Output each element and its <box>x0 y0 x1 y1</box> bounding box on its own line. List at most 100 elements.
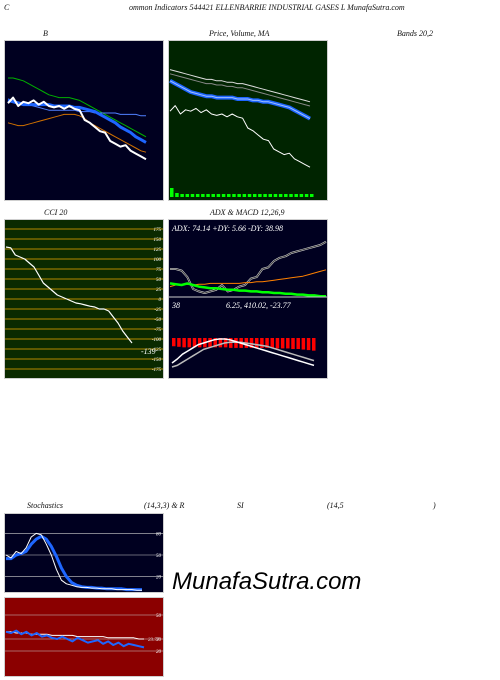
volume-bar <box>242 194 247 197</box>
cci-chart: 175 150 125 100 75 50 25 0 -25 -50 -75 -100 -125 -150… <box>4 219 164 379</box>
rsi-params-label: (14,5 <box>327 501 344 510</box>
macd-histogram-bar <box>270 338 275 348</box>
cci-tick-label: 0 <box>159 298 162 303</box>
bollinger-lower-band <box>7 113 147 153</box>
cci-tick-label: 175 <box>154 228 162 233</box>
bollinger-chart <box>4 40 164 201</box>
rsi-tick-label: 30 <box>156 638 162 643</box>
adx-macd-chart: ADX: 74.14 +DY: 5.66 -DY: 38.98 38 6.25, 4… <box>168 219 328 379</box>
macd-histogram-bar <box>265 338 269 348</box>
volume-bar <box>247 194 252 197</box>
macd-histogram-bar <box>312 338 316 351</box>
macd-histogram-bar <box>218 338 223 348</box>
price-ma-upper-line <box>169 69 311 103</box>
rsi-chart: 50 30 20 23.77 <box>4 597 164 677</box>
macd-histogram-bar <box>280 338 285 349</box>
volume-bar <box>268 194 273 197</box>
price-ma-mid-line <box>169 73 311 107</box>
macd-histogram-bar <box>296 338 300 349</box>
volume-bar <box>289 194 293 197</box>
stochastics-label: Stochastics <box>27 501 63 510</box>
macd-line <box>171 338 315 367</box>
macd-histogram-bar <box>301 338 306 350</box>
price-plot-area <box>168 40 328 201</box>
cci-tick-label: -75 <box>154 328 161 333</box>
cci-tick-label: -125 <box>152 348 162 353</box>
cci-last-value: -139 <box>141 347 156 356</box>
volume-bar <box>170 188 174 197</box>
macd-histogram-bar <box>213 338 217 348</box>
volume-bar <box>252 194 257 197</box>
cci-tick-label: -100 <box>152 338 162 343</box>
volume-bar <box>258 194 262 197</box>
macd-histogram-bar <box>291 338 295 349</box>
volume-bar <box>201 194 205 197</box>
volume-bar <box>310 194 314 197</box>
volume-bar <box>263 194 267 197</box>
macd-histogram-bar <box>182 338 186 348</box>
macd-histogram-bar <box>306 338 311 351</box>
volume-bar <box>195 194 200 197</box>
volume-bar <box>180 194 184 197</box>
stochastics-plot-area <box>4 513 164 593</box>
cci-tick-label: -50 <box>154 318 161 323</box>
stochastics-k-line <box>5 532 142 591</box>
cci-tick-label: -150 <box>152 358 162 363</box>
cci-tick-label: -175 <box>152 368 162 373</box>
volume-bar <box>227 194 231 197</box>
macd-histogram-bar <box>260 338 264 348</box>
bands-label: Bands 20,2 <box>397 29 433 38</box>
macd-histogram-bar <box>177 338 181 347</box>
cci-label: CCI 20 <box>44 208 68 217</box>
macd-histogram-bar <box>187 338 192 348</box>
plus-dy-line <box>169 282 326 298</box>
volume-bar <box>175 193 179 197</box>
macd-histogram-bar <box>249 338 254 348</box>
volume-bar <box>278 194 283 197</box>
adx-macd-label: ADX & MACD 12,26,9 <box>210 208 285 217</box>
macd-histogram-bar <box>286 338 290 349</box>
volume-bar <box>190 194 195 197</box>
volume-bar <box>273 194 278 197</box>
rsi-tick-label: 50 <box>156 614 162 619</box>
adx-values-text: ADX: 74.14 +DY: 5.66 -DY: 38.98 <box>171 224 283 233</box>
cci-tick-label: -25 <box>154 308 161 313</box>
macd-histogram-bar <box>254 338 259 348</box>
macd-histogram-bar <box>172 338 176 347</box>
price-ma-highlight <box>169 80 311 120</box>
volume-bar <box>304 194 309 197</box>
stochastics-tick-label: 80 <box>156 532 162 537</box>
adx-line-inner <box>170 241 327 294</box>
price-ma-chart <box>168 40 328 201</box>
macd-histogram-bar <box>197 338 202 348</box>
macd-left-text: 38 <box>171 301 180 310</box>
stochastics-d-line <box>6 534 142 592</box>
rsi-close-label: ) <box>433 501 436 510</box>
volume-bar <box>294 194 298 197</box>
cci-tick-label: 150 <box>154 238 162 243</box>
stochastics-tick-label: 20 <box>156 576 162 581</box>
macd-signal-line <box>171 341 315 368</box>
volume-bar <box>216 194 221 197</box>
stochastics-chart: 80 50 20 <box>4 513 164 593</box>
watermark: MunafaSutra.com <box>172 568 362 595</box>
rsi-tick-label: 20 <box>156 650 162 655</box>
cci-tick-label: 75 <box>156 268 162 273</box>
macd-histogram-bar <box>208 338 212 348</box>
rsi-label: SI <box>237 501 244 510</box>
price-close-line <box>169 105 311 168</box>
bollinger-middle-ma <box>7 98 147 144</box>
stochastics-tick-label: 50 <box>156 554 162 559</box>
volume-bar <box>221 194 226 197</box>
bollinger-price-line <box>7 96 147 161</box>
cci-tick-label: 125 <box>154 248 162 253</box>
volume-bar <box>185 194 190 197</box>
stochastics-params-label: (14,3,3) & R <box>144 501 185 510</box>
volume-bar <box>284 194 288 197</box>
cci-tick-label: 100 <box>154 258 162 263</box>
rsi-last-value: 23.77 <box>148 638 160 643</box>
rsi-line <box>5 629 145 649</box>
macd-histogram-bar <box>275 338 280 349</box>
page-title: ommon Indicators 544421 ELLENBARRIE INDU… <box>129 3 405 12</box>
macd-histogram-bar <box>192 338 197 348</box>
